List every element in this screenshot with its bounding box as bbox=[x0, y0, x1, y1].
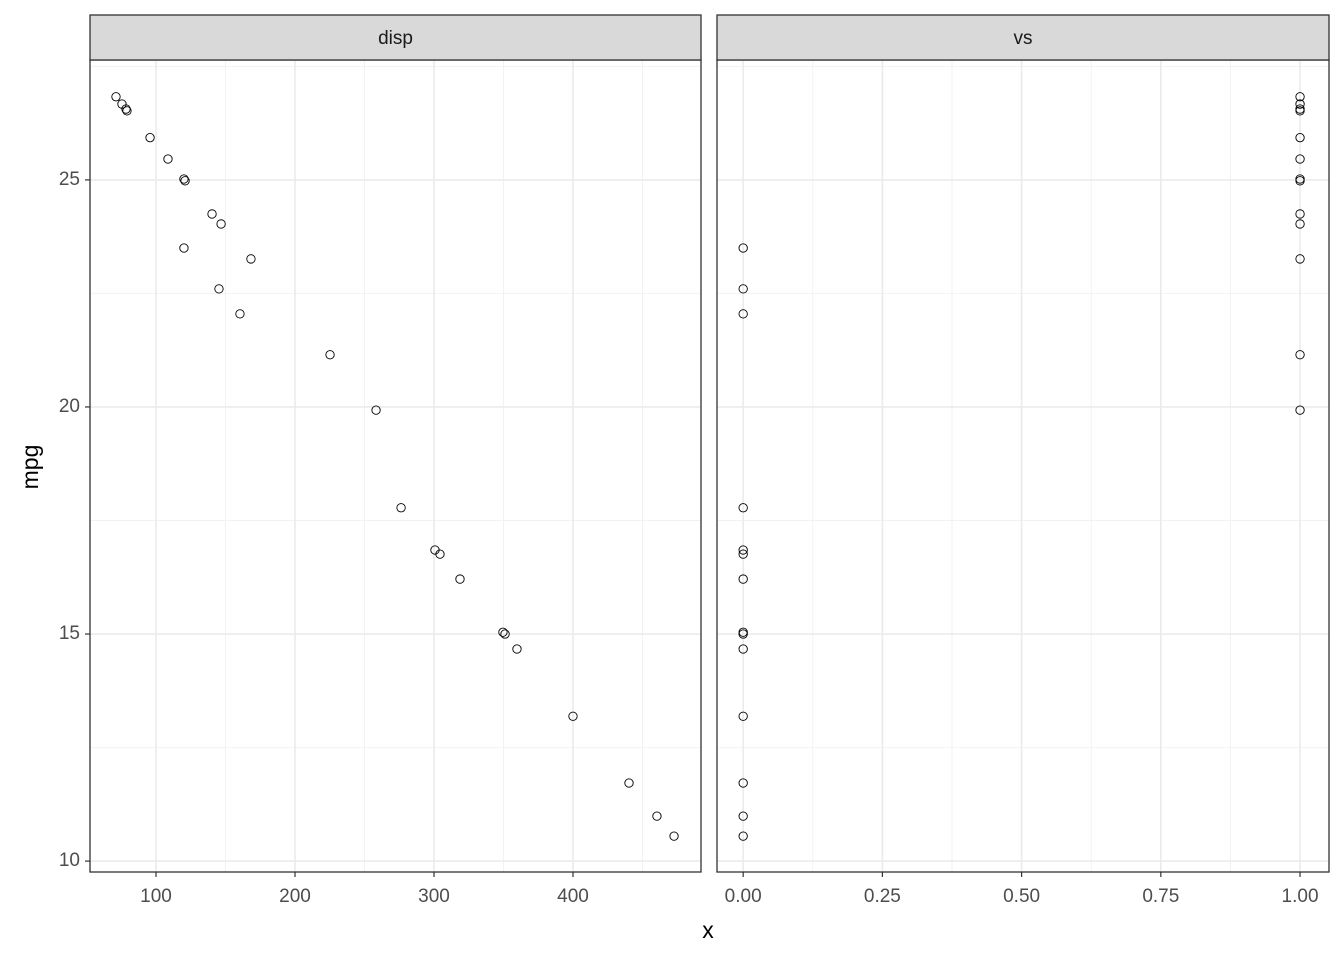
point bbox=[246, 254, 256, 264]
point bbox=[738, 549, 748, 559]
point bbox=[738, 545, 748, 555]
point bbox=[738, 503, 748, 513]
strip bbox=[89, 14, 702, 61]
point bbox=[498, 627, 508, 637]
point bbox=[180, 176, 190, 186]
point bbox=[738, 574, 748, 584]
x-axis-label: x bbox=[702, 917, 714, 943]
point bbox=[738, 831, 748, 841]
point bbox=[669, 831, 679, 841]
x-tick-label: 400 bbox=[557, 886, 589, 907]
point bbox=[325, 350, 335, 360]
point bbox=[435, 549, 445, 559]
point bbox=[121, 104, 131, 114]
point bbox=[179, 174, 189, 184]
point bbox=[1295, 219, 1305, 229]
point bbox=[122, 106, 132, 116]
point bbox=[738, 284, 748, 294]
point bbox=[235, 309, 245, 319]
point bbox=[207, 209, 217, 219]
point bbox=[216, 219, 226, 229]
point bbox=[371, 405, 381, 415]
point bbox=[512, 644, 522, 654]
point bbox=[500, 629, 510, 639]
point bbox=[1295, 106, 1305, 116]
point bbox=[1295, 405, 1305, 415]
strip-label: vs bbox=[1014, 28, 1033, 49]
x-tick-label: 0.00 bbox=[725, 886, 762, 907]
point bbox=[455, 574, 465, 584]
point bbox=[738, 309, 748, 319]
point bbox=[1295, 350, 1305, 360]
y-tick-label: 25 bbox=[59, 169, 80, 190]
strip-label: disp bbox=[378, 28, 413, 49]
panel bbox=[90, 60, 701, 872]
point bbox=[1295, 254, 1305, 264]
point bbox=[163, 154, 173, 164]
point bbox=[1295, 99, 1305, 109]
y-tick-label: 10 bbox=[59, 850, 80, 871]
point bbox=[214, 284, 224, 294]
panel bbox=[717, 60, 1329, 872]
y-tick-label: 20 bbox=[59, 396, 80, 417]
point bbox=[1295, 154, 1305, 164]
point bbox=[624, 778, 634, 788]
point bbox=[652, 811, 662, 821]
point bbox=[738, 644, 748, 654]
x-tick-label: 0.75 bbox=[1142, 886, 1179, 907]
x-tick-label: 100 bbox=[140, 886, 172, 907]
point bbox=[396, 503, 406, 513]
x-tick-label: 1.00 bbox=[1282, 886, 1319, 907]
y-axis-label: mpg bbox=[17, 445, 43, 490]
point bbox=[738, 778, 748, 788]
strip bbox=[716, 14, 1330, 61]
y-tick-label: 15 bbox=[59, 623, 80, 644]
x-tick-label: 200 bbox=[279, 886, 311, 907]
point bbox=[111, 92, 121, 102]
point bbox=[738, 243, 748, 253]
point bbox=[1295, 92, 1305, 102]
point bbox=[179, 243, 189, 253]
point bbox=[1295, 209, 1305, 219]
point bbox=[738, 629, 748, 639]
point bbox=[1295, 133, 1305, 143]
x-tick-label: 0.50 bbox=[1003, 886, 1040, 907]
point bbox=[568, 711, 578, 721]
point bbox=[145, 133, 155, 143]
point bbox=[738, 811, 748, 821]
point bbox=[1295, 176, 1305, 186]
x-tick-label: 300 bbox=[418, 886, 450, 907]
x-tick-label: 0.25 bbox=[864, 886, 901, 907]
point bbox=[738, 711, 748, 721]
